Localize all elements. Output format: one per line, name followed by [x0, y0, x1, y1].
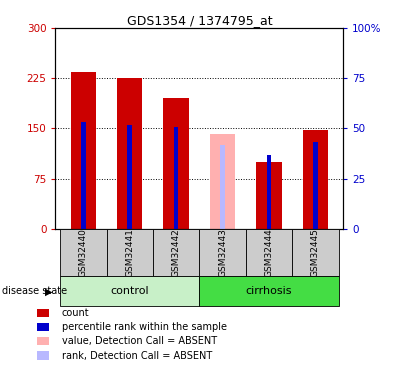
- Text: value, Detection Call = ABSENT: value, Detection Call = ABSENT: [62, 336, 217, 346]
- Bar: [256, 162, 282, 229]
- Text: GSM32445: GSM32445: [311, 228, 320, 277]
- Bar: [60, 276, 199, 306]
- Text: count: count: [62, 308, 89, 318]
- Text: rank, Detection Call = ABSENT: rank, Detection Call = ABSENT: [62, 351, 212, 360]
- Title: GDS1354 / 1374795_at: GDS1354 / 1374795_at: [127, 14, 272, 27]
- Bar: [164, 98, 189, 229]
- Bar: [246, 229, 292, 276]
- Bar: [174, 127, 178, 229]
- Bar: [153, 229, 199, 276]
- Bar: [71, 72, 96, 229]
- Bar: [313, 142, 318, 229]
- Bar: [127, 125, 132, 229]
- Bar: [267, 155, 271, 229]
- Text: cirrhosis: cirrhosis: [246, 286, 292, 296]
- Text: disease state: disease state: [2, 286, 67, 296]
- Bar: [199, 276, 339, 306]
- Text: percentile rank within the sample: percentile rank within the sample: [62, 322, 226, 332]
- Bar: [292, 229, 339, 276]
- Bar: [210, 134, 236, 229]
- Bar: [81, 122, 85, 229]
- Text: GSM32442: GSM32442: [172, 228, 180, 277]
- Text: GSM32443: GSM32443: [218, 228, 227, 277]
- Bar: [302, 130, 328, 229]
- Text: GSM32440: GSM32440: [79, 228, 88, 277]
- Bar: [106, 229, 153, 276]
- Text: GSM32444: GSM32444: [264, 228, 273, 277]
- Text: control: control: [111, 286, 149, 296]
- Text: GSM32441: GSM32441: [125, 228, 134, 277]
- Bar: [60, 229, 106, 276]
- Bar: [199, 229, 246, 276]
- Text: ▶: ▶: [45, 286, 53, 296]
- Bar: [117, 78, 143, 229]
- Bar: [220, 145, 225, 229]
